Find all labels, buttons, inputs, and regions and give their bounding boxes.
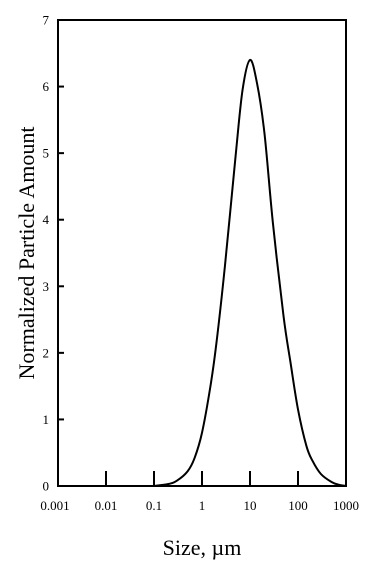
y-tick-label: 2 xyxy=(43,345,50,360)
y-tick-label: 6 xyxy=(43,79,50,94)
x-tick-label: 0.01 xyxy=(95,498,118,513)
y-tick-label: 7 xyxy=(43,13,50,28)
y-tick-label: 3 xyxy=(43,279,50,294)
y-tick-label: 1 xyxy=(43,412,50,427)
x-tick-label: 1000 xyxy=(333,498,359,513)
x-tick-label: 10 xyxy=(244,498,257,513)
y-tick-label: 5 xyxy=(43,146,50,161)
x-tick-label: 0.1 xyxy=(146,498,162,513)
y-axis-ticks: 0 1 2 3 4 5 6 7 xyxy=(43,13,64,494)
y-tick-label: 0 xyxy=(43,479,50,494)
distribution-curve xyxy=(153,58,347,487)
y-tick-label: 4 xyxy=(43,212,50,227)
plot-area xyxy=(57,19,347,487)
x-tick-label: 0.001 xyxy=(40,498,69,513)
x-axis-ticks: 0.001 0.01 0.1 1 10 100 1000 xyxy=(40,471,359,513)
x-tick-label: 100 xyxy=(288,498,308,513)
x-tick-label: 1 xyxy=(199,498,206,513)
y-axis-title: Normalized Particle Amount xyxy=(14,127,39,380)
x-axis-title: Size, µm xyxy=(163,535,242,560)
